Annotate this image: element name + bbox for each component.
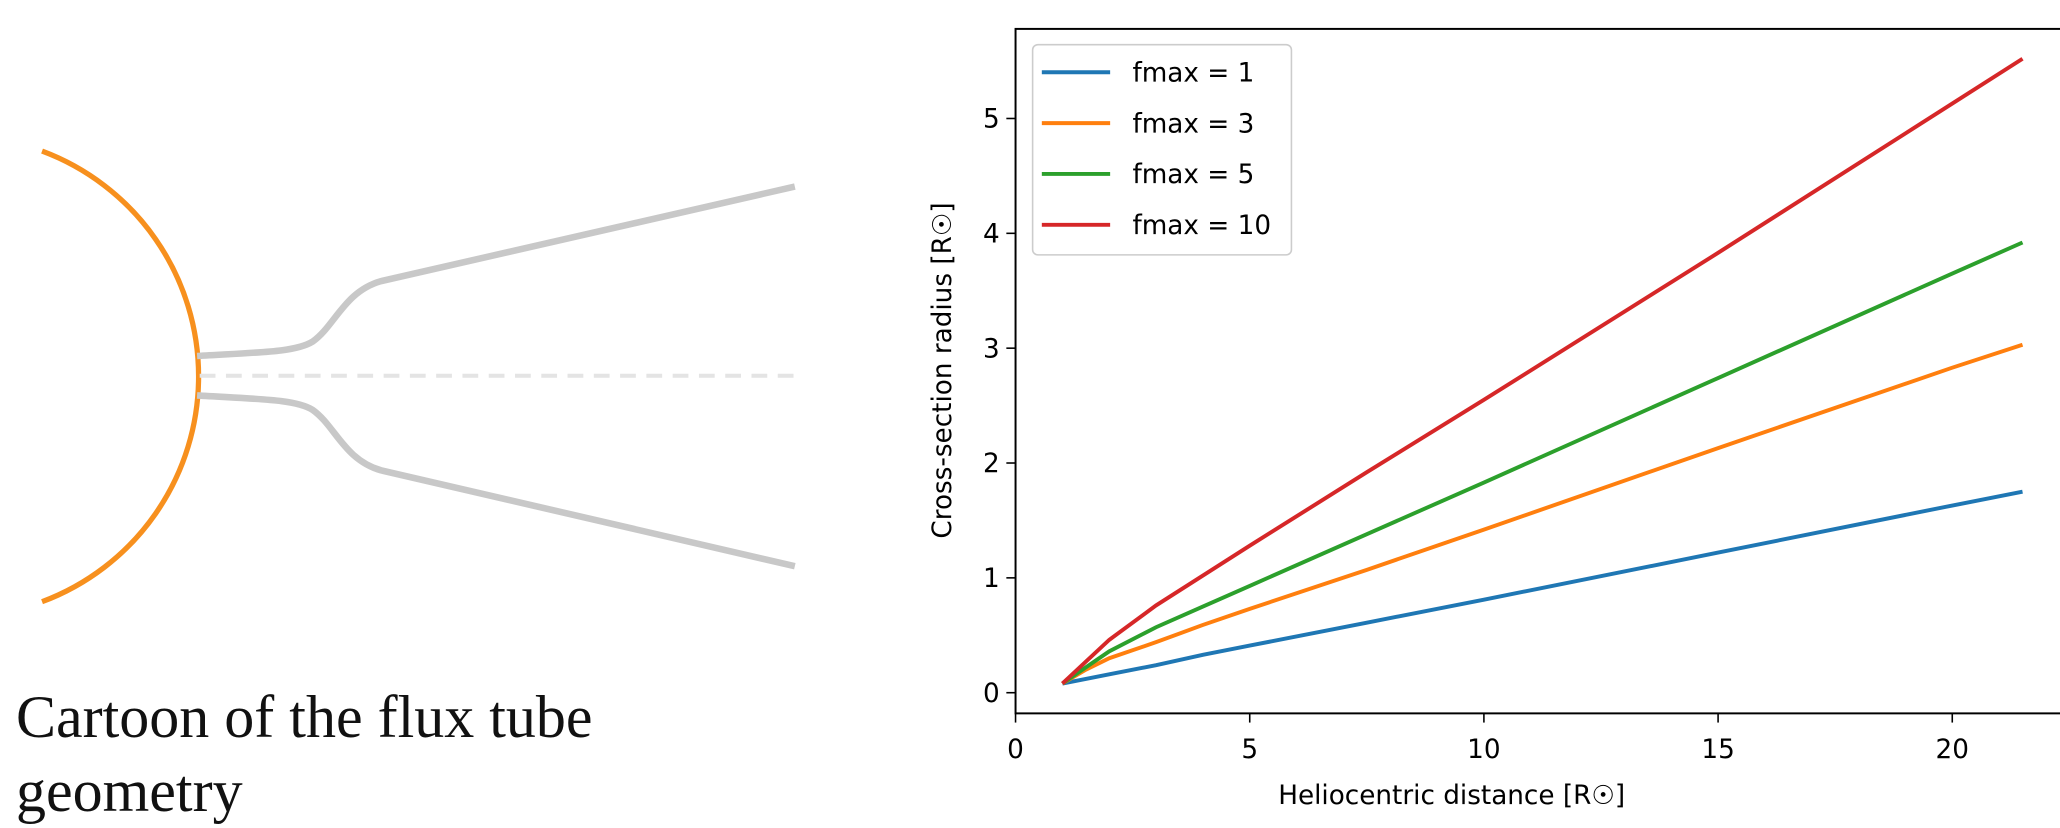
x-tick-label: 0 bbox=[1007, 735, 1024, 765]
plot-frame bbox=[1014, 27, 2060, 715]
legend-label: fmax = 3 bbox=[1132, 109, 1254, 139]
y-axis-label: Cross-section radius [R☉] bbox=[928, 202, 958, 538]
y-tick-label: 2 bbox=[983, 449, 1000, 479]
plot: 0 5 10 15 20 0 1 2 3 4 5 fmax = 1 fmax = 3 fmax = 5 fm… bbox=[983, 27, 2060, 765]
x-tick-label: 20 bbox=[1936, 735, 1969, 765]
x-axis-label: Heliocentric distance [R☉] bbox=[1278, 781, 1625, 811]
x-tick-label: 10 bbox=[1467, 735, 1500, 765]
series-line bbox=[1061, 342, 2024, 686]
legend-box bbox=[1031, 43, 1293, 256]
caption: Cartoon of the flux tube geometry bbox=[16, 684, 593, 824]
x-tick-label: 15 bbox=[1701, 735, 1734, 765]
tube-wall bbox=[196, 183, 796, 360]
legend-label: fmax = 1 bbox=[1132, 58, 1254, 88]
tube-wall bbox=[196, 392, 796, 570]
legend-label: fmax = 5 bbox=[1132, 160, 1254, 190]
y-tick-label: 1 bbox=[983, 564, 1000, 594]
y-tick-label: 3 bbox=[983, 334, 1000, 364]
cartoon bbox=[41, 148, 796, 605]
series-line bbox=[1061, 57, 2024, 685]
legend-label: fmax = 10 bbox=[1132, 211, 1271, 241]
series-line bbox=[1062, 489, 2023, 686]
y-tick-label: 5 bbox=[983, 105, 1000, 135]
y-tick-label: 0 bbox=[983, 679, 1000, 709]
sun-surface bbox=[41, 148, 202, 605]
series-line bbox=[1061, 240, 2024, 686]
x-tick-label: 5 bbox=[1241, 735, 1258, 765]
y-tick-label: 4 bbox=[983, 220, 1000, 250]
